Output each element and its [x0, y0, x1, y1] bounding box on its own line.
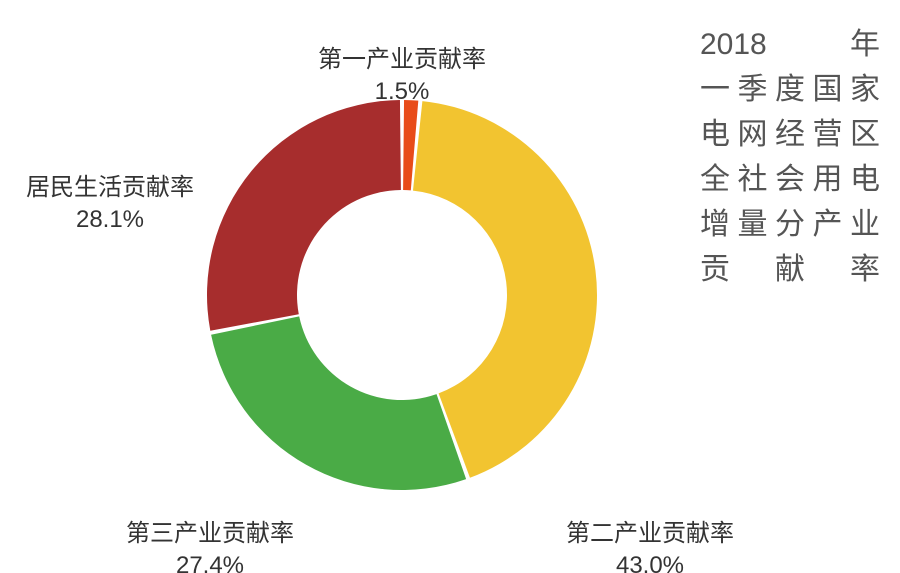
title-line-5: 贡献率 — [700, 253, 880, 286]
label-resident-name: 居民生活贡献率 — [26, 174, 194, 201]
title-line-2: 电网经营区 — [700, 118, 880, 151]
label-tertiary-name: 第三产业贡献率 — [126, 520, 294, 547]
title-line-0: 2018 年 — [700, 28, 880, 61]
label-resident-value: 28.1% — [76, 206, 144, 233]
label-tertiary: 第三产业贡献率 27.4% — [126, 518, 294, 573]
title-line-3: 全社会用电 — [700, 163, 880, 196]
label-primary: 第一产业贡献率 1.5% — [318, 44, 486, 109]
label-tertiary-value: 27.4% — [176, 552, 244, 573]
label-secondary: 第二产业贡献率 43.0% — [566, 518, 734, 573]
title-line-4: 增量分产业 — [700, 208, 880, 241]
label-resident: 居民生活贡献率 28.1% — [26, 172, 194, 237]
title-line-1: 一季度国家 — [700, 73, 880, 106]
label-secondary-value: 43.0% — [616, 552, 684, 573]
label-primary-name: 第一产业贡献率 — [318, 46, 486, 73]
chart-title: 2018 年 一季度国家 电网经营区 全社会用电 增量分产业 贡献率 — [700, 22, 880, 292]
slice-resident — [207, 100, 401, 331]
donut-svg — [205, 98, 599, 492]
label-primary-value: 1.5% — [375, 78, 430, 105]
chart-stage: 第一产业贡献率 1.5% 第二产业贡献率 43.0% 第三产业贡献率 27.4%… — [0, 0, 900, 573]
donut-chart — [205, 98, 599, 497]
slice-tertiary — [211, 316, 466, 490]
label-secondary-name: 第二产业贡献率 — [566, 520, 734, 547]
